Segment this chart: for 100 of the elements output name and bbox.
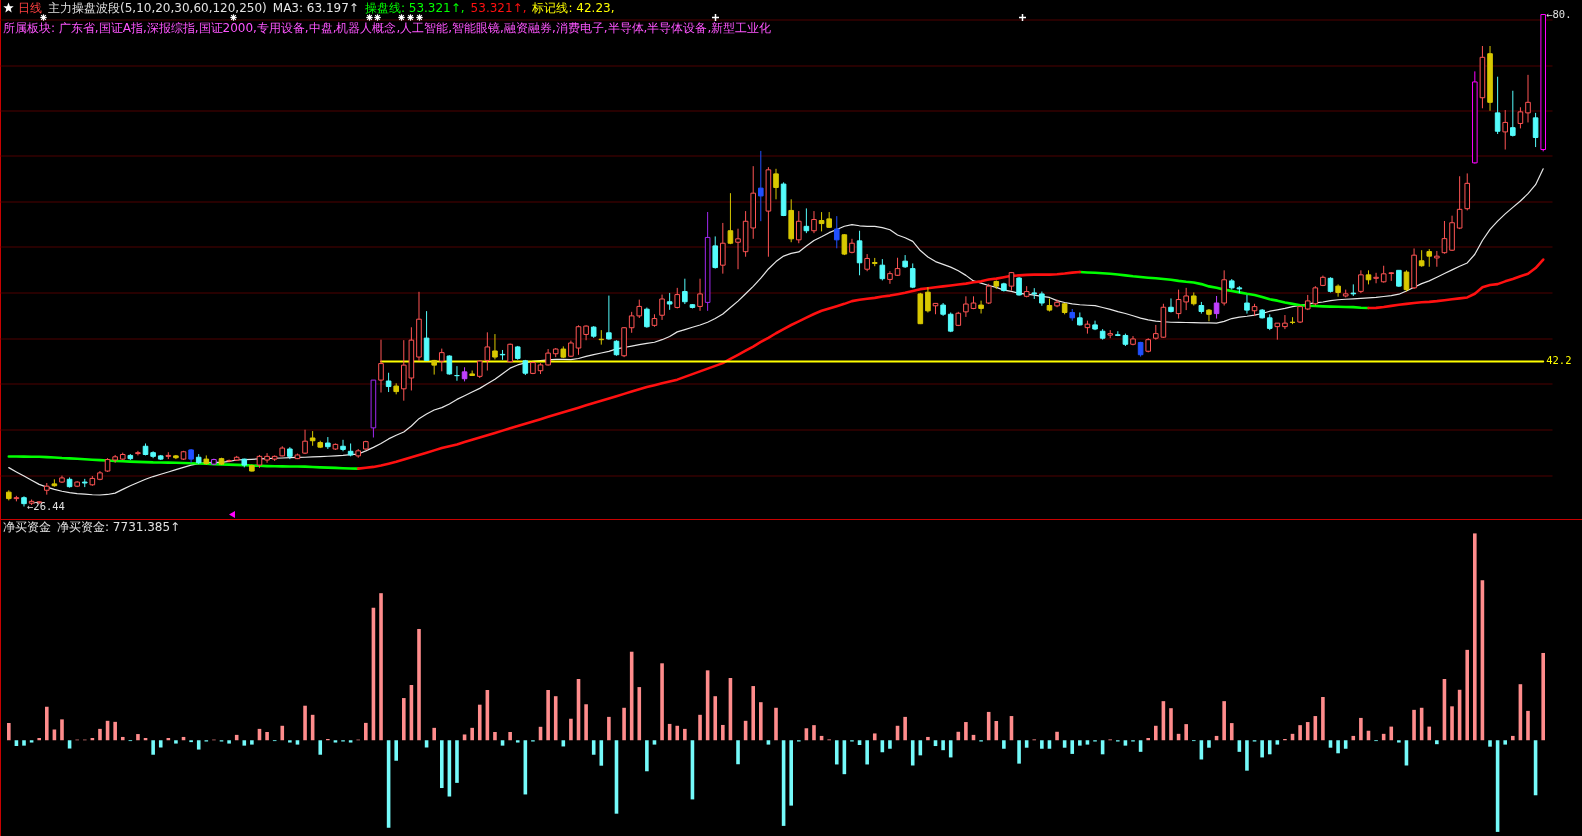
bar: [652, 740, 657, 745]
bar: [348, 740, 353, 743]
bar: [151, 740, 155, 755]
text: 操盘线: 53.321↑,: [364, 1, 465, 15]
candlestick: [909, 262, 916, 289]
bar: [774, 707, 778, 741]
bar: [439, 740, 444, 789]
bar: [607, 716, 611, 741]
candlestick: [1434, 250, 1440, 268]
bar: [1070, 740, 1075, 754]
candlestick: [644, 307, 650, 329]
bar: [622, 707, 626, 741]
bar: [29, 740, 34, 743]
bar: [759, 702, 763, 741]
bar: [1427, 726, 1432, 741]
bar: [417, 628, 421, 741]
bar: [865, 740, 869, 765]
bar: [22, 740, 26, 746]
bar: [333, 740, 338, 743]
bar: [1078, 740, 1082, 746]
bar: [569, 718, 573, 741]
bar: [1260, 740, 1264, 758]
bar: [553, 696, 558, 741]
candlestick: [423, 310, 430, 362]
chart-title: 日线: [18, 1, 42, 15]
bar: [242, 740, 247, 746]
bar: [7, 722, 11, 741]
bar: [1465, 649, 1470, 741]
candlestick: [978, 300, 984, 314]
candlestick: [1502, 109, 1509, 151]
bar: [994, 721, 999, 741]
bar: [196, 740, 201, 750]
candlestick: [606, 295, 612, 341]
candlestick: [902, 254, 908, 269]
bar: [910, 740, 915, 766]
bar: [1017, 740, 1021, 764]
bar: [295, 740, 300, 745]
candlestick: [925, 286, 931, 313]
bar: [888, 740, 892, 749]
text: ←80.: [1546, 7, 1572, 20]
bar: [1146, 737, 1150, 741]
text: ←26.44: [26, 499, 65, 512]
bar: [546, 689, 550, 741]
bar: [227, 740, 231, 744]
candlestick: [758, 150, 764, 222]
candlestick: [1532, 112, 1539, 148]
bar: [394, 740, 399, 761]
bar: [98, 728, 102, 741]
bar: [364, 722, 368, 741]
bar: [250, 740, 254, 745]
candlestick: [720, 222, 726, 275]
text: MA3: 63.197↑: [272, 1, 359, 15]
bar: [1169, 708, 1173, 741]
candlestick: [1016, 276, 1022, 297]
bar: [318, 740, 323, 755]
bar: [1298, 725, 1302, 741]
bar: [766, 740, 771, 745]
candlestick: [811, 210, 817, 234]
candlestick: [879, 258, 886, 281]
bar: [926, 736, 930, 741]
bar: [508, 731, 512, 741]
bar: [470, 727, 474, 741]
bar: [136, 734, 140, 741]
bar: [1526, 710, 1530, 741]
bar: [1336, 740, 1340, 754]
bar: [721, 724, 725, 741]
bar: [698, 714, 702, 741]
bar: [493, 731, 497, 741]
candlestick: [1244, 294, 1250, 315]
candlestick: [385, 372, 392, 393]
candlestick: [727, 192, 734, 245]
candlestick: [1403, 269, 1410, 292]
bar: [1229, 723, 1234, 741]
bar: [1511, 735, 1515, 741]
bar: [948, 740, 953, 758]
candlestick: [1494, 76, 1501, 135]
bar: [477, 704, 482, 741]
bar: [1435, 740, 1439, 745]
candlestick: [963, 295, 969, 318]
candlestick: [340, 439, 346, 452]
bar: [432, 727, 436, 741]
bar: [174, 740, 178, 744]
bar: [941, 740, 945, 751]
chart-title: 净买资金: [3, 520, 51, 534]
bar: [1245, 740, 1249, 771]
bar: [1359, 717, 1363, 741]
candlestick: [1282, 314, 1288, 330]
candlestick: [1221, 269, 1227, 307]
bar: [1055, 731, 1059, 741]
candlestick: [1456, 175, 1463, 230]
bar: [1275, 740, 1280, 745]
bar: [1488, 740, 1492, 747]
candlestick: [856, 230, 863, 276]
bar: [872, 733, 877, 741]
candlestick: [1213, 295, 1220, 320]
bar: [113, 721, 117, 741]
bar: [379, 593, 383, 741]
candlestick: [1373, 272, 1379, 284]
bar: [1389, 726, 1394, 741]
candlestick: [264, 452, 270, 464]
